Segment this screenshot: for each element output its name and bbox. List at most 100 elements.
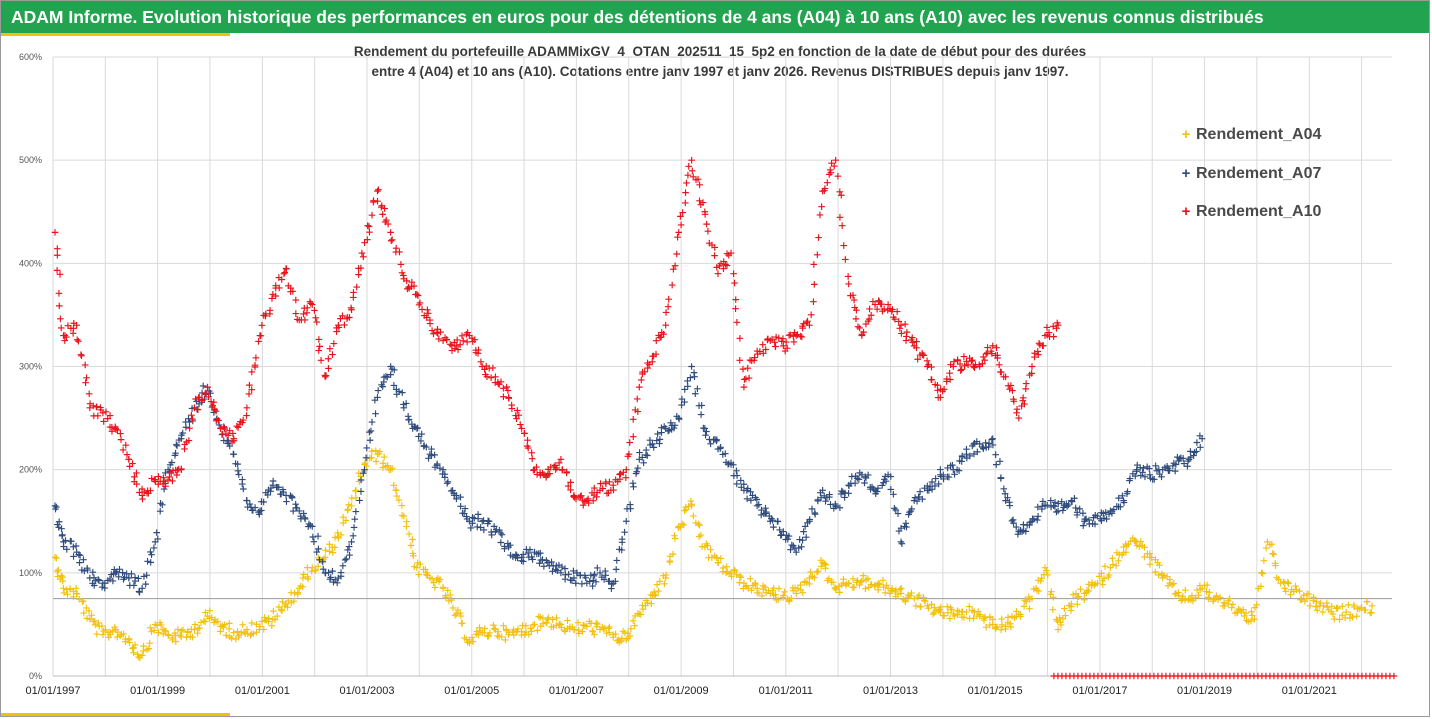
data-point bbox=[634, 408, 642, 415]
data-point bbox=[776, 526, 783, 534]
data-point bbox=[957, 367, 964, 374]
data-point bbox=[428, 327, 436, 334]
data-point bbox=[418, 430, 426, 438]
data-point bbox=[579, 501, 587, 509]
data-point bbox=[299, 583, 307, 591]
data-point bbox=[400, 404, 408, 412]
data-point bbox=[368, 447, 376, 455]
data-point bbox=[730, 270, 737, 277]
data-point bbox=[810, 298, 817, 306]
data-point bbox=[678, 401, 685, 409]
data-point bbox=[1109, 554, 1116, 562]
data-point bbox=[897, 321, 905, 329]
data-point bbox=[744, 585, 752, 592]
data-point bbox=[1319, 608, 1327, 616]
data-point bbox=[243, 497, 251, 504]
data-point bbox=[417, 437, 425, 445]
data-point bbox=[178, 465, 185, 473]
data-point bbox=[850, 296, 858, 304]
data-point bbox=[83, 564, 91, 572]
data-point bbox=[688, 363, 695, 370]
data-point bbox=[822, 497, 829, 505]
data-point bbox=[66, 586, 74, 593]
data-point bbox=[769, 516, 776, 524]
data-point bbox=[1235, 605, 1242, 613]
data-point bbox=[648, 600, 655, 608]
data-point bbox=[777, 532, 784, 539]
data-point bbox=[122, 441, 130, 449]
data-point bbox=[875, 579, 882, 587]
data-point bbox=[668, 281, 676, 289]
data-point bbox=[685, 163, 693, 170]
data-point bbox=[426, 450, 434, 458]
data-point bbox=[590, 631, 598, 639]
data-point bbox=[294, 589, 301, 596]
data-point bbox=[113, 633, 121, 641]
data-point bbox=[126, 639, 133, 646]
data-point bbox=[518, 425, 525, 432]
data-point bbox=[858, 577, 866, 585]
data-point bbox=[1298, 596, 1305, 603]
data-point bbox=[1085, 516, 1093, 524]
data-point bbox=[434, 325, 441, 333]
data-point bbox=[915, 591, 923, 599]
data-point bbox=[540, 562, 548, 570]
data-point bbox=[503, 383, 510, 391]
data-point bbox=[431, 584, 439, 591]
data-point bbox=[880, 305, 888, 313]
data-point bbox=[414, 292, 422, 299]
data-point bbox=[970, 450, 978, 458]
data-point bbox=[626, 501, 634, 508]
data-point bbox=[829, 578, 837, 586]
data-point bbox=[55, 566, 62, 574]
data-point bbox=[186, 424, 193, 432]
data-point bbox=[490, 621, 497, 629]
data-point bbox=[215, 421, 223, 429]
data-point bbox=[968, 357, 975, 365]
data-point bbox=[122, 638, 129, 645]
data-point bbox=[1248, 608, 1255, 615]
data-point bbox=[494, 632, 501, 640]
data-point bbox=[1363, 598, 1371, 605]
data-point bbox=[638, 376, 645, 384]
data-point bbox=[1057, 621, 1065, 629]
data-point bbox=[928, 363, 935, 371]
data-point bbox=[93, 403, 101, 411]
data-point bbox=[360, 253, 367, 261]
data-point bbox=[743, 495, 751, 503]
data-point bbox=[133, 480, 141, 488]
data-point bbox=[75, 337, 82, 345]
data-point bbox=[654, 430, 661, 438]
data-point bbox=[845, 580, 852, 588]
data-point bbox=[559, 466, 566, 473]
data-point bbox=[489, 364, 497, 372]
data-point bbox=[543, 619, 551, 627]
data-point bbox=[1259, 570, 1267, 577]
y-tick-label: 100% bbox=[19, 568, 42, 578]
data-point bbox=[744, 485, 752, 492]
data-point bbox=[403, 523, 410, 530]
data-point bbox=[970, 614, 977, 622]
data-point bbox=[518, 554, 525, 561]
data-point bbox=[814, 567, 822, 575]
data-point bbox=[662, 309, 670, 316]
data-point bbox=[248, 386, 256, 394]
data-point bbox=[384, 462, 391, 469]
data-point bbox=[650, 588, 658, 596]
data-point bbox=[280, 488, 287, 496]
data-point bbox=[73, 336, 81, 344]
data-point bbox=[713, 436, 721, 444]
data-point bbox=[379, 211, 386, 218]
data-point bbox=[474, 349, 482, 357]
data-point bbox=[366, 228, 373, 236]
data-point bbox=[94, 412, 102, 420]
data-point bbox=[431, 451, 438, 459]
data-point bbox=[133, 469, 140, 477]
data-point bbox=[979, 360, 986, 368]
data-point bbox=[565, 570, 572, 578]
data-point bbox=[994, 354, 1001, 362]
data-point bbox=[1056, 614, 1063, 621]
data-point bbox=[120, 630, 127, 638]
data-point bbox=[502, 636, 509, 644]
data-point bbox=[894, 510, 902, 517]
